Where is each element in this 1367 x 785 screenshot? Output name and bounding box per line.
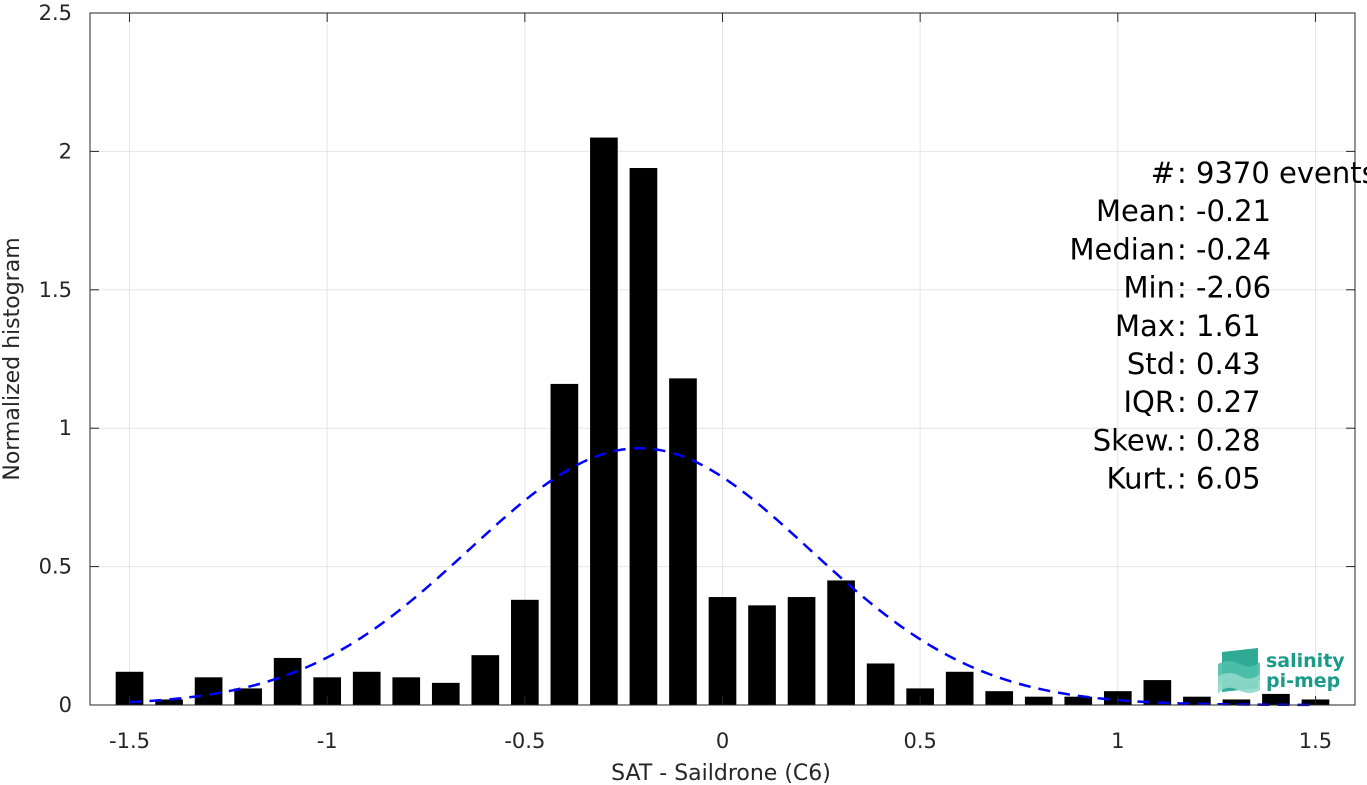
histogram-bar bbox=[511, 599, 539, 705]
histogram-bar bbox=[708, 597, 737, 705]
stat-value: : 0.27 bbox=[1177, 385, 1261, 419]
histogram-bar bbox=[1024, 696, 1053, 705]
histogram-bar bbox=[273, 657, 302, 705]
stat-value: : 6.05 bbox=[1177, 462, 1261, 496]
stat-label: Kurt. bbox=[1107, 462, 1175, 496]
y-tick-label: 0 bbox=[59, 693, 72, 717]
x-tick-label: 1.5 bbox=[1299, 729, 1332, 753]
stat-value: : -2.06 bbox=[1177, 271, 1271, 305]
stat-label: Min bbox=[1124, 271, 1175, 305]
histogram-bar bbox=[827, 580, 855, 705]
logo-line1: salinity bbox=[1266, 650, 1345, 672]
x-tick-label: -1 bbox=[317, 729, 338, 753]
x-axis-label: SAT - Saildrone (C6) bbox=[611, 761, 831, 785]
histogram-bar bbox=[1222, 699, 1251, 705]
histogram-bar bbox=[431, 682, 460, 705]
y-tick-label: 2.5 bbox=[39, 1, 72, 25]
stat-label: Max bbox=[1115, 309, 1175, 343]
logo-line2: pi-mep bbox=[1266, 670, 1340, 692]
histogram-bar bbox=[866, 663, 895, 705]
histogram-bar bbox=[550, 383, 579, 705]
histogram-bar bbox=[669, 378, 697, 705]
y-axis-label: Normalized histogram bbox=[0, 237, 25, 480]
histogram-bars bbox=[115, 137, 1330, 705]
y-tick-label: 2 bbox=[59, 139, 72, 163]
histogram-bar bbox=[234, 688, 262, 705]
y-tick-label: 1.5 bbox=[39, 278, 72, 302]
stat-value: : 1.61 bbox=[1177, 309, 1261, 343]
stat-value: : 9370 events bbox=[1177, 156, 1367, 190]
y-tick-label: 1 bbox=[59, 416, 72, 440]
salinity-pi-mep-logo: salinity pi-mep bbox=[1218, 648, 1345, 694]
stat-label: # bbox=[1151, 156, 1175, 190]
x-tick-label: -0.5 bbox=[504, 729, 545, 753]
x-tick-label: -1.5 bbox=[109, 729, 150, 753]
x-tick-label: 0.5 bbox=[903, 729, 936, 753]
stat-value: : -0.21 bbox=[1177, 194, 1271, 228]
histogram-bar bbox=[471, 655, 500, 705]
stat-value: : -0.24 bbox=[1177, 232, 1271, 266]
histogram-bar bbox=[1064, 696, 1093, 705]
stat-value: : 0.28 bbox=[1177, 423, 1261, 457]
histogram-bar bbox=[1262, 693, 1290, 705]
x-tick-label: 0 bbox=[716, 729, 729, 753]
histogram-bar bbox=[985, 691, 1014, 705]
histogram-bar bbox=[155, 699, 183, 705]
stat-label: Std bbox=[1127, 347, 1175, 381]
histogram-bar bbox=[590, 137, 618, 705]
axes bbox=[89, 12, 1356, 706]
stat-value: : 0.43 bbox=[1177, 347, 1261, 381]
stat-label: IQR bbox=[1123, 385, 1175, 419]
stat-label: Skew. bbox=[1093, 423, 1175, 457]
tick-labels: -1.5 -1 -0.5 0 0.5 1 1.5 0 0.5 1 1.5 2 2.5 bbox=[39, 1, 1333, 753]
histogram-bar bbox=[945, 671, 974, 705]
logo-waves-icon bbox=[1218, 648, 1260, 694]
histogram-bar bbox=[748, 605, 776, 705]
stat-label: Median bbox=[1070, 232, 1175, 266]
x-tick-label: 1 bbox=[1111, 729, 1124, 753]
histogram-bar bbox=[629, 168, 658, 705]
histogram-bar bbox=[194, 677, 223, 705]
histogram-bar bbox=[392, 677, 421, 705]
histogram-bar bbox=[352, 671, 381, 705]
histogram-bar bbox=[787, 597, 816, 705]
y-tick-label: 0.5 bbox=[39, 555, 72, 579]
histogram-bar bbox=[1183, 696, 1211, 705]
stat-label: Mean bbox=[1096, 194, 1175, 228]
